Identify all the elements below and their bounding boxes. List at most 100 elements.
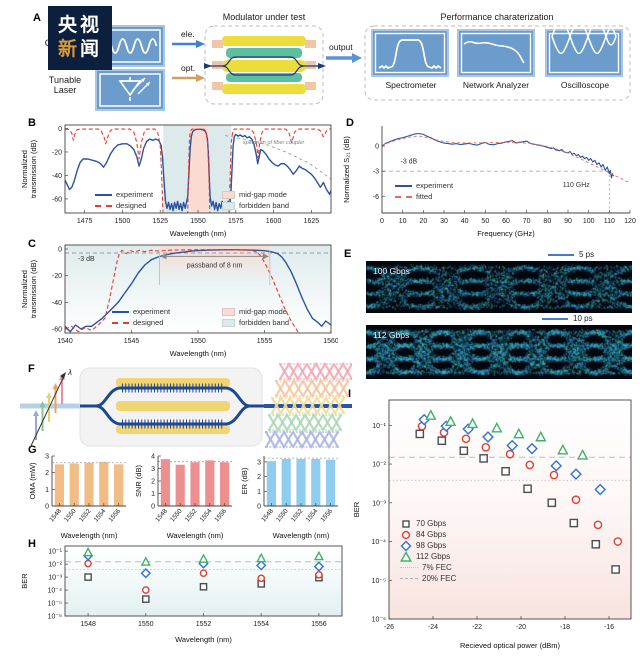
svg-text:90: 90: [564, 218, 572, 225]
svg-text:Recieved optical power (dBm): Recieved optical power (dBm): [460, 641, 561, 650]
svg-text:1554: 1554: [93, 507, 108, 523]
svg-text:1548: 1548: [48, 507, 63, 523]
G1-chart-svg: 1548 1550 1552 1554 1556 0 1 2 3 Wavelength (nm) O…: [28, 454, 126, 540]
svg-text:Wavelength (nm): Wavelength (nm): [273, 531, 330, 540]
I-chart-svg: -26 -24 -22 -20 -18 -16 10⁻¹ 10⁻² 10⁻³ 10⁻⁴ 10⁻⁵ 10…: [352, 399, 632, 650]
svg-text:1525: 1525: [152, 218, 168, 225]
svg-text:ER (dB): ER (dB): [240, 467, 249, 494]
svg-text:-60: -60: [52, 196, 62, 203]
svg-text:-16: -16: [604, 624, 614, 631]
legend-item-midgap: mid-gap mode: [222, 306, 289, 317]
svg-text:10⁻⁵: 10⁻⁵: [372, 578, 386, 585]
modulator-schematic: [20, 362, 352, 450]
svg-text:10⁻⁵: 10⁻⁵: [48, 601, 62, 608]
dotted-line-swatch: [400, 567, 418, 568]
svg-text:-22: -22: [472, 624, 482, 631]
svg-text:1548: 1548: [80, 621, 96, 628]
panel-letter-g: G: [28, 444, 37, 456]
legend-item-84gbps: 84 Gbps: [400, 529, 456, 540]
svg-text:Wavelength (nm): Wavelength (nm): [167, 531, 224, 540]
svg-text:1: 1: [151, 491, 155, 498]
svg-text:0: 0: [257, 504, 261, 511]
svg-text:1550: 1550: [190, 338, 206, 345]
svg-text:1548: 1548: [260, 507, 275, 523]
svg-text:BER: BER: [20, 573, 29, 589]
svg-text:60: 60: [502, 218, 510, 225]
svg-text:-3 dB: -3 dB: [78, 256, 95, 263]
laser-diode-icon: [95, 69, 165, 111]
scale-bar-10ps: 10 ps: [542, 314, 593, 323]
svg-text:2: 2: [257, 474, 261, 481]
svg-text:OMA (mW): OMA (mW): [28, 462, 37, 500]
opt-arrow-icon: [172, 74, 205, 82]
svg-text:1600: 1600: [266, 218, 282, 225]
svg-text:-40: -40: [52, 173, 62, 180]
svg-text:1550: 1550: [63, 507, 78, 523]
C-chart-svg: -3 dB passband of 8 nm 1540 1545 1550 1555 156…: [20, 244, 338, 358]
svg-text:1548: 1548: [154, 507, 169, 523]
svg-text:10⁻²: 10⁻²: [48, 562, 62, 569]
svg-text:0: 0: [380, 218, 384, 225]
ele-label: ele.: [181, 29, 195, 39]
oscilloscope-icon: [545, 19, 623, 77]
svg-text:Wavelength (nm): Wavelength (nm): [170, 229, 227, 238]
svg-text:Wavelength (nm): Wavelength (nm): [175, 635, 232, 644]
svg-text:10⁻³: 10⁻³: [372, 500, 386, 507]
svg-text:10⁻²: 10⁻²: [372, 462, 386, 469]
svg-text:110 GHz: 110 GHz: [563, 182, 591, 189]
panel-letter-h: H: [28, 538, 36, 550]
G3-chart-svg: 1548 1550 1552 1554 1556 0 1 2 3 Wavelength (nm) E…: [240, 456, 338, 540]
lambda-axis-label: λ: [68, 368, 72, 377]
svg-text:-24: -24: [428, 624, 438, 631]
modulator-title: Modulator under test: [222, 12, 306, 22]
modulator-under-test-icon: [204, 25, 326, 105]
performance-box: [364, 25, 631, 101]
svg-text:-18: -18: [560, 624, 570, 631]
svg-text:0: 0: [45, 504, 49, 511]
svg-text:-20: -20: [52, 149, 62, 156]
svg-text:2: 2: [45, 470, 49, 477]
svg-text:1: 1: [45, 487, 49, 494]
spectrometer-label: Spectrometer: [385, 80, 437, 90]
svg-text:1550: 1550: [190, 218, 206, 225]
circle-marker-icon: [401, 530, 411, 539]
svg-text:1500: 1500: [115, 218, 131, 225]
svg-text:Normalized: Normalized: [20, 270, 29, 308]
svg-text:-3: -3: [373, 169, 379, 176]
svg-text:1552: 1552: [290, 507, 305, 523]
svg-text:10⁻⁶: 10⁻⁶: [372, 617, 386, 624]
legend-item-experiment: experiment: [395, 180, 453, 191]
svg-text:1550: 1550: [138, 621, 154, 628]
scale-bar-line: [542, 317, 568, 320]
D-chart-svg: -3 dB 110 GHz 0 10 20 30 40 50 60 70 80 90 100 110 120…: [342, 126, 636, 238]
dashed-line-swatch: [400, 578, 418, 579]
svg-text:4: 4: [151, 454, 155, 461]
svg-text:50: 50: [481, 218, 489, 225]
diamond-marker-icon: [400, 540, 412, 551]
H-chart-svg: 1548 1550 1552 1554 1556 10⁻¹ 10⁻² 10⁻³ 10⁻⁴ 10⁻⁵…: [20, 545, 343, 644]
panel-letter-e: E: [344, 248, 352, 260]
svg-text:0: 0: [151, 504, 155, 511]
svg-text:Normalized: Normalized: [20, 150, 29, 188]
designed-line-swatch: [95, 204, 112, 207]
svg-text:1560: 1560: [323, 338, 338, 345]
output-arrow-icon: [326, 53, 362, 63]
legend-item-20fec: 20% FEC: [400, 573, 456, 584]
svg-text:1556: 1556: [319, 507, 334, 523]
panel-letter-f: F: [28, 363, 35, 375]
G2-chart-svg: 1548 1550 1552 1554 1556 0 1 2 3 4 Wavelength (nm)…: [134, 454, 232, 540]
forbidden-patch-swatch: [222, 201, 235, 210]
svg-text:0: 0: [375, 144, 379, 151]
svg-text:1556: 1556: [311, 621, 327, 628]
panel-letter-i: I: [348, 388, 352, 400]
svg-text:Wavelength (nm): Wavelength (nm): [170, 349, 227, 358]
svg-text:3: 3: [151, 466, 155, 473]
scale-bar-5ps: 5 ps: [548, 250, 594, 259]
eye-diagram-112gbps: [366, 325, 632, 379]
legend-item-70gbps: 70 Gbps: [400, 518, 456, 529]
legend-item-experiment: experiment: [95, 189, 153, 200]
oscilloscope-label: Oscilloscope: [560, 80, 610, 90]
svg-text:100: 100: [583, 218, 595, 225]
svg-text:1552: 1552: [78, 507, 93, 523]
svg-text:Frequency (GHz): Frequency (GHz): [477, 229, 535, 238]
